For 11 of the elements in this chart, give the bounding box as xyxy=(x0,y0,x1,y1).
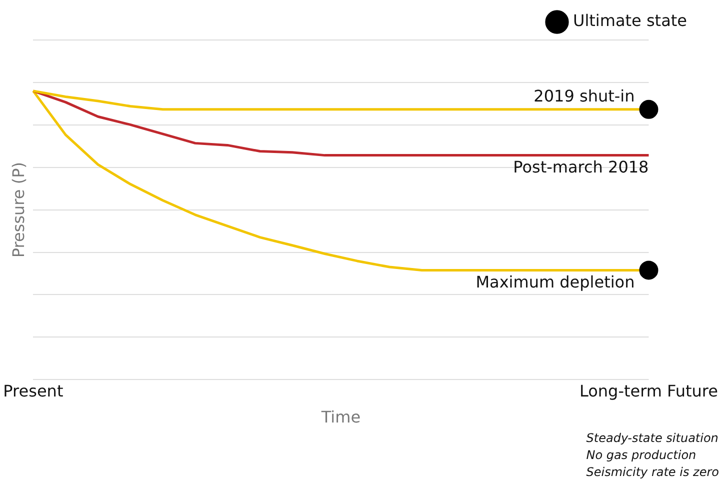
series-label: Post-march 2018 xyxy=(513,157,649,176)
x-tick-label: Long-term Future xyxy=(579,381,718,400)
x-axis-title: Time xyxy=(320,408,361,427)
text: Steady-state situation xyxy=(586,430,719,447)
series-label: Maximum depletion xyxy=(476,272,635,292)
x-tick-label: Present xyxy=(3,381,64,400)
text: No gas production xyxy=(586,447,698,464)
legend-label: Ultimate state xyxy=(573,11,687,30)
series-label: 2019 shut-in xyxy=(534,86,635,106)
y-axis-title: Pressure (P) xyxy=(8,162,28,258)
text: Seismicity rate is zero xyxy=(586,464,719,481)
